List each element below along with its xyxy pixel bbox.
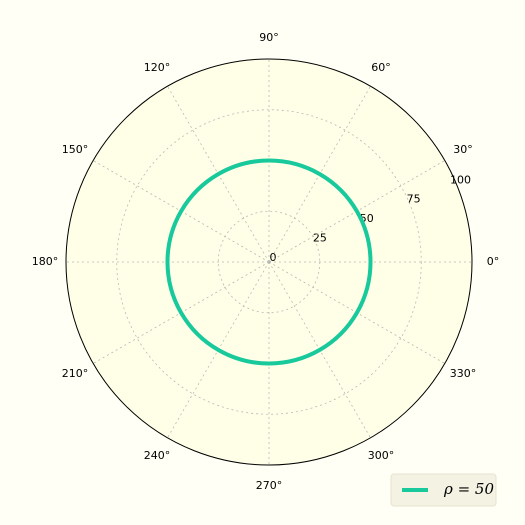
r-tick-label: 0 xyxy=(270,251,277,264)
series-line xyxy=(165,158,373,366)
theta-tick-label: 150° xyxy=(62,143,89,156)
theta-tick-label: 30° xyxy=(453,143,473,156)
grid-circle xyxy=(116,109,422,415)
theta-tick-label: 210° xyxy=(62,367,89,380)
theta-tick-label: 120° xyxy=(144,61,171,74)
theta-tick-label: 180° xyxy=(32,255,59,268)
legend-box xyxy=(390,473,497,507)
r-tick-label: 100 xyxy=(450,173,471,186)
theta-tick-label: 60° xyxy=(371,61,391,74)
r-tick-label: 75 xyxy=(407,193,421,206)
theta-tick-label: 270° xyxy=(256,479,283,492)
theta-tick-label: 240° xyxy=(144,449,171,462)
theta-tick-label: 90° xyxy=(259,31,279,44)
r-tick-label: 25 xyxy=(313,232,327,245)
theta-tick-label: 0° xyxy=(487,255,500,268)
theta-tick-label: 300° xyxy=(368,449,395,462)
legend-label: ρ = 50 xyxy=(443,480,494,498)
theta-tick-label: 330° xyxy=(450,367,477,380)
legend: ρ = 50 xyxy=(390,473,497,507)
outer-spine xyxy=(65,58,473,466)
